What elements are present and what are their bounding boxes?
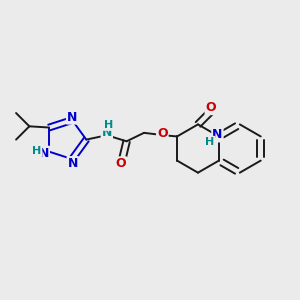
Text: H: H bbox=[32, 146, 41, 156]
Text: H: H bbox=[104, 120, 113, 130]
Text: N: N bbox=[212, 128, 223, 142]
Text: O: O bbox=[206, 101, 216, 114]
Text: N: N bbox=[39, 147, 49, 160]
Text: H: H bbox=[206, 137, 215, 147]
Text: N: N bbox=[67, 111, 77, 124]
Text: O: O bbox=[157, 127, 168, 140]
Text: O: O bbox=[116, 157, 126, 170]
Text: N: N bbox=[102, 126, 112, 140]
Text: N: N bbox=[68, 157, 78, 170]
